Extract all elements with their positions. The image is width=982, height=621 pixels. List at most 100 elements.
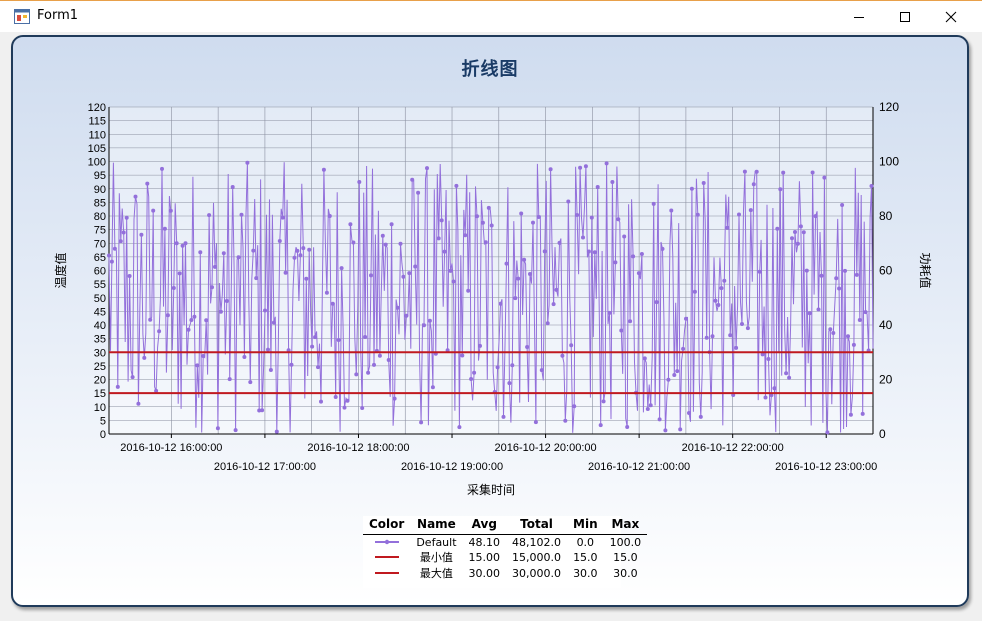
legend-min: 15.0 xyxy=(573,550,598,564)
series-default-point xyxy=(224,299,229,303)
series-default-point xyxy=(722,278,727,283)
series-default-point xyxy=(734,345,739,350)
series-default-point xyxy=(160,166,164,171)
series-default-point xyxy=(560,353,565,358)
series-default-point xyxy=(586,249,591,254)
series-default-point xyxy=(154,388,159,393)
series-default-point xyxy=(728,333,733,338)
series-default-point xyxy=(681,346,686,351)
series-default-point xyxy=(304,276,309,281)
chart-title: 折线图 xyxy=(461,59,519,80)
series-default-point xyxy=(713,298,718,303)
series-default-point xyxy=(171,286,176,290)
series-default-point xyxy=(301,246,306,251)
legend-min: 0.0 xyxy=(576,535,595,549)
series-default-point xyxy=(192,314,197,319)
line-chart: 0510152025303540455055606570758085909510… xyxy=(53,100,933,497)
series-default-point xyxy=(595,185,600,189)
y-tick-label: 105 xyxy=(88,143,106,155)
series-default-point xyxy=(218,309,223,314)
legend-total: 30,000.0 xyxy=(512,566,562,580)
y-tick-label: 15 xyxy=(94,388,106,400)
series-default-point xyxy=(645,407,650,411)
series-default-point xyxy=(846,334,850,339)
series-default-point xyxy=(483,240,488,245)
legend-row: 最小值 15.00 15,000.0 15.0 15.0 xyxy=(363,549,647,565)
series-default-point xyxy=(136,401,141,406)
series-default-point xyxy=(766,357,771,361)
series-default-point xyxy=(274,429,279,434)
series-default-point xyxy=(504,261,509,266)
series-default-point xyxy=(740,322,744,326)
series-default-point xyxy=(498,301,503,306)
series-default-point xyxy=(631,254,636,259)
title-bar[interactable]: Form1 xyxy=(0,1,982,32)
series-default-point xyxy=(410,177,415,182)
series-default-point xyxy=(816,307,821,312)
series-line-icon xyxy=(374,539,399,544)
legend-header-total: Total xyxy=(506,516,568,535)
legend-max: 100.0 xyxy=(609,535,642,549)
series-default-point xyxy=(454,183,459,188)
series-default-point xyxy=(857,318,862,322)
series-default-line xyxy=(108,162,874,433)
series-default-point xyxy=(660,246,665,251)
series-default-point xyxy=(592,250,597,255)
y-tick-label: 100 xyxy=(88,157,106,169)
series-default-point xyxy=(457,425,462,430)
legend-total: 15,000.0 xyxy=(512,550,562,564)
series-default-point xyxy=(581,235,585,240)
series-default-point xyxy=(448,268,453,273)
chart-control[interactable]: 折线图 0 5 10 15 20 25 30 35 40 45 50 55 60 65 70 75 80 85 90… xyxy=(11,35,969,607)
series-default-point xyxy=(348,222,353,227)
minimize-button[interactable] xyxy=(836,1,882,32)
series-default-point xyxy=(321,167,326,172)
series-default-point xyxy=(336,338,341,342)
series-default-point xyxy=(725,225,730,230)
series-default-point xyxy=(271,320,276,325)
legend-header-avg: Avg xyxy=(462,516,507,535)
series-default-point xyxy=(407,271,412,276)
series-default-point xyxy=(475,214,479,219)
maximize-button[interactable] xyxy=(882,1,928,32)
series-default-point xyxy=(118,239,123,244)
series-default-point xyxy=(619,328,624,333)
close-icon xyxy=(945,11,957,22)
close-button[interactable] xyxy=(928,1,974,32)
series-default-point xyxy=(142,355,147,360)
series-default-point xyxy=(107,253,111,258)
series-default-point xyxy=(404,313,409,318)
series-default-point xyxy=(689,186,694,191)
series-default-point xyxy=(268,368,273,372)
y-tick-label: 20 xyxy=(94,375,106,387)
series-default-point xyxy=(442,249,447,254)
series-default-point xyxy=(684,316,688,321)
legend-row: 最大值 30.00 30,000.0 30.0 30.0 xyxy=(363,565,647,581)
y-tick-label: 40 xyxy=(94,320,106,332)
y-tick-label: 90 xyxy=(94,184,106,196)
series-default-point xyxy=(392,396,397,401)
series-default-point xyxy=(510,363,515,368)
legend-color-swatch xyxy=(363,549,410,565)
series-default-point xyxy=(380,233,385,238)
series-default-point xyxy=(828,327,833,332)
series-default-point xyxy=(678,427,683,432)
series-default-point xyxy=(439,218,444,223)
series-default-point xyxy=(778,187,783,192)
series-default-point xyxy=(522,257,527,262)
series-default-point xyxy=(372,362,376,367)
y-tick-label: 45 xyxy=(94,306,106,318)
series-default-point xyxy=(401,274,406,279)
x-tick-label: 2016-10-12 22:00:00 xyxy=(682,442,784,454)
legend-header-name: Name xyxy=(410,516,463,535)
series-default-point xyxy=(422,323,426,328)
series-default-point xyxy=(819,273,824,278)
series-default-point xyxy=(654,300,659,305)
y-axis-title: 温度值 xyxy=(53,252,68,288)
series-default-point xyxy=(230,185,235,189)
series-default-point xyxy=(480,220,485,225)
series-default-point xyxy=(251,248,256,253)
series-default-point xyxy=(124,215,129,220)
series-default-point xyxy=(793,230,797,234)
series-default-point xyxy=(563,418,568,423)
